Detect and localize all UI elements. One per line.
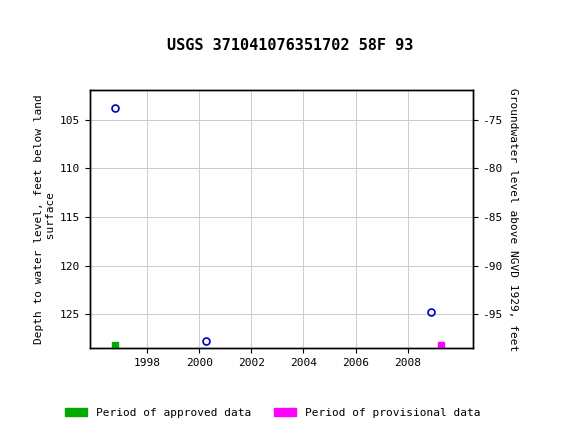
- Y-axis label: Depth to water level, feet below land
 surface: Depth to water level, feet below land su…: [34, 95, 56, 344]
- Legend: Period of approved data, Period of provisional data: Period of approved data, Period of provi…: [60, 403, 485, 422]
- Y-axis label: Groundwater level above NGVD 1929, feet: Groundwater level above NGVD 1929, feet: [508, 88, 518, 351]
- Text: ≡USGS: ≡USGS: [9, 10, 63, 28]
- Text: USGS 371041076351702 58F 93: USGS 371041076351702 58F 93: [167, 38, 413, 52]
